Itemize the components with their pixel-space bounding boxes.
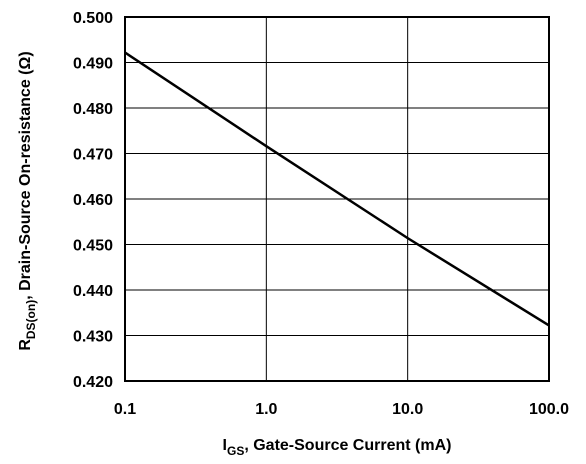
y-tick-label: 0.440 xyxy=(73,283,113,300)
x-tick-label: 0.1 xyxy=(114,401,136,418)
y-tick-label: 0.500 xyxy=(73,10,113,27)
y-axis-title-subscript: DS(on) xyxy=(24,300,38,339)
y-tick-label: 0.490 xyxy=(73,56,113,73)
x-axis-title-rest: , Gate-Source Current (mA) xyxy=(244,437,451,454)
x-tick-label: 10.0 xyxy=(392,401,423,418)
y-tick-label: 0.420 xyxy=(73,374,113,391)
x-axis-title-main: I xyxy=(223,437,227,454)
x-tick-label: 1.0 xyxy=(255,401,277,418)
y-tick-label: 0.430 xyxy=(73,329,113,346)
y-axis-title-rest: , Drain-Source On-resistance (Ω) xyxy=(17,51,34,299)
series-line xyxy=(124,51,550,327)
y-axis-title: RDS(on), Drain-Source On-resistance (Ω) xyxy=(17,51,38,350)
plot-frame xyxy=(124,16,550,382)
x-tick-label: 100.0 xyxy=(529,401,569,418)
x-axis-title: IGS, Gate-Source Current (mA) xyxy=(223,437,452,458)
y-tick-label: 0.480 xyxy=(73,101,113,118)
y-tick-label: 0.450 xyxy=(73,238,113,255)
x-tick-labels: 0.1 1.0 10.0 100.0 xyxy=(114,401,569,418)
y-tick-label: 0.460 xyxy=(73,192,113,209)
x-axis-title-subscript: GS xyxy=(227,444,244,458)
y-tick-labels: 0.420 0.430 0.440 0.450 0.460 0.470 0.480 0.490… xyxy=(73,10,113,391)
y-tick-label: 0.470 xyxy=(73,147,113,164)
y-axis-title-main: R xyxy=(17,339,34,351)
gridlines xyxy=(124,16,550,382)
